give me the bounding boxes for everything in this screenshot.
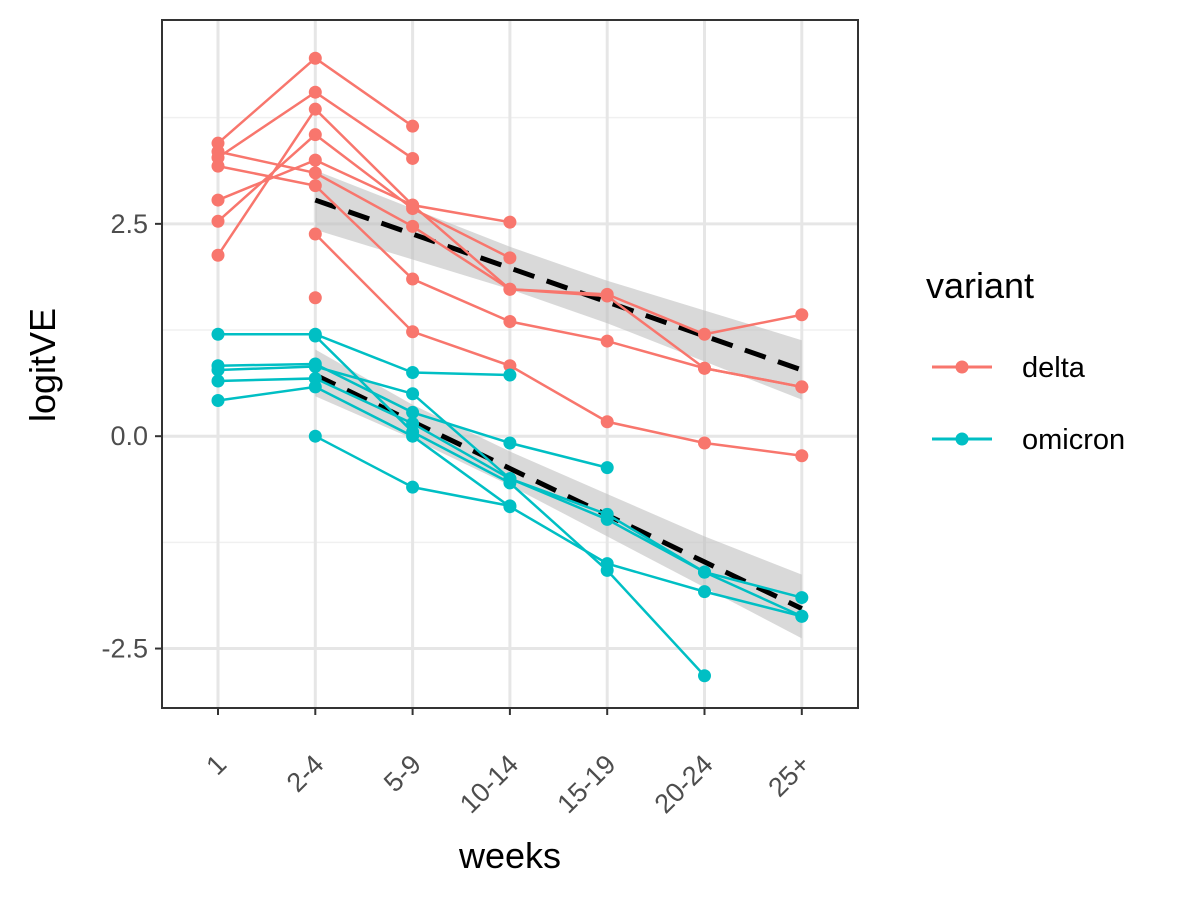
omicron-series-line [218, 333, 510, 377]
delta-data-point [308, 85, 322, 99]
omicron-data-point [503, 499, 517, 513]
delta-data-point [698, 361, 711, 375]
delta-data-point [795, 449, 809, 463]
omicron-data-point [698, 565, 711, 579]
x-tick-label: 25+ [762, 749, 816, 803]
delta-data-point [795, 308, 809, 322]
legend-entry-delta: delta [932, 352, 1086, 384]
series-layer [211, 51, 809, 683]
x-tick-label: 1 [200, 749, 232, 781]
delta-data-point [406, 219, 420, 233]
delta-series-8 [308, 227, 809, 463]
omicron-data-point [406, 405, 420, 419]
delta-series-4 [211, 128, 517, 265]
delta-data-point [211, 145, 225, 159]
delta-data-point [211, 214, 225, 228]
y-tick-label: 0.0 [110, 421, 148, 451]
x-tick-label: 15-19 [551, 749, 621, 819]
delta-data-point [698, 327, 711, 341]
delta-data-point [600, 289, 614, 303]
x-tick-label: 2-4 [281, 749, 330, 798]
delta-data-point [406, 151, 420, 165]
delta-data-point [503, 282, 517, 296]
y-axis-title: logitVE [22, 308, 63, 422]
omicron-data-point [795, 609, 809, 623]
omicron-data-point [600, 461, 614, 475]
omicron-data-point [698, 669, 711, 683]
delta-data-point [308, 291, 322, 305]
legend-label: omicron [1022, 424, 1125, 456]
legend-key-point [955, 360, 969, 374]
omicron-data-point [795, 591, 809, 605]
delta-data-point [308, 128, 322, 142]
delta-series-line [217, 133, 511, 259]
omicron-data-point [406, 387, 420, 401]
omicron-data-point [211, 327, 225, 341]
omicron-data-point [308, 360, 322, 374]
omicron-data-point [406, 365, 420, 379]
delta-data-point [600, 334, 614, 348]
delta-data-point [308, 51, 322, 65]
omicron-data-point [503, 368, 517, 382]
delta-data-point [698, 436, 711, 450]
omicron-data-point [308, 429, 322, 443]
delta-series-line [216, 107, 511, 256]
delta-data-point [211, 248, 225, 262]
x-axis-title: weeks [458, 835, 561, 876]
omicron-data-point [698, 585, 711, 599]
legend-entries: delta omicron [932, 352, 1125, 456]
delta-data-point [406, 325, 420, 339]
delta-data-point [503, 315, 517, 329]
y-tick-label: 2.5 [110, 209, 148, 239]
omicron-series-16 [308, 429, 517, 513]
fit-line-layer [314, 197, 803, 611]
omicron-data-point [211, 394, 225, 408]
delta-series-7 [211, 159, 809, 394]
legend-entry-omicron: omicron [932, 424, 1125, 456]
omicron-data-point [406, 480, 420, 494]
delta-data-point [795, 380, 809, 394]
x-tick-label: 10-14 [454, 749, 524, 819]
legend-title: variant [926, 265, 1034, 306]
omicron-data-point [308, 329, 322, 343]
delta-data-point [503, 215, 517, 229]
x-tick-label: 20-24 [649, 749, 719, 819]
delta-fit-line [314, 197, 803, 373]
omicron-data-point [308, 380, 322, 394]
delta-series-9 [308, 291, 322, 305]
omicron-data-point [211, 363, 225, 377]
legend-label: delta [1022, 352, 1086, 384]
delta-data-point [600, 415, 614, 429]
omicron-series-15 [308, 329, 711, 683]
omicron-data-point [503, 476, 517, 490]
omicron-data-point [503, 436, 517, 450]
delta-data-point [308, 166, 322, 180]
delta-data-point [308, 153, 322, 167]
delta-series-line [314, 233, 802, 457]
delta-data-point [211, 193, 225, 207]
delta-data-point [308, 179, 322, 193]
delta-data-point [308, 102, 322, 116]
delta-data-point [211, 159, 225, 173]
delta-data-point [503, 359, 517, 373]
legend-key-point [955, 432, 969, 446]
y-tick-label: -2.5 [101, 634, 148, 664]
delta-data-point [503, 251, 517, 265]
delta-data-point [406, 119, 420, 133]
legend: variant delta omicron [926, 265, 1125, 456]
omicron-data-point [600, 512, 614, 526]
omicron-fit-line [314, 372, 803, 611]
delta-data-point [406, 272, 420, 286]
delta-data-point [406, 198, 420, 212]
omicron-data-point [211, 374, 225, 388]
omicron-confidence-band [315, 349, 802, 639]
omicron-data-point [406, 425, 420, 439]
omicron-data-point [600, 563, 614, 577]
x-tick-label: 5-9 [378, 749, 427, 798]
delta-data-point [308, 227, 322, 241]
